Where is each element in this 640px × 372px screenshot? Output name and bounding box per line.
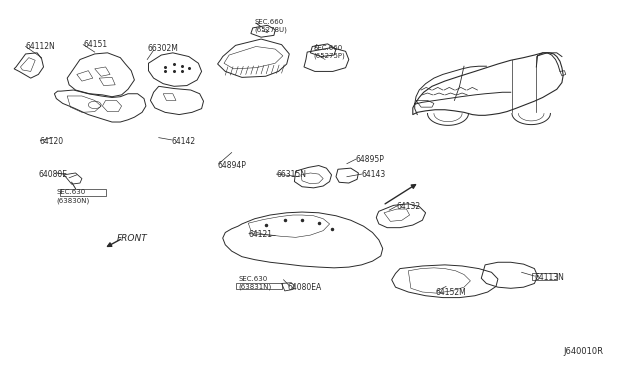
Text: FRONT: FRONT [117, 234, 148, 243]
Text: SEC.660: SEC.660 [314, 45, 343, 51]
Text: 64151: 64151 [83, 40, 108, 49]
Text: J640010R: J640010R [563, 347, 604, 356]
Text: SEC.660: SEC.660 [255, 19, 284, 25]
Text: 64152M: 64152M [435, 288, 466, 296]
Text: 64120: 64120 [40, 137, 64, 146]
Text: (63831N): (63831N) [238, 284, 271, 291]
Text: (65278U): (65278U) [255, 26, 287, 33]
Text: 64080E: 64080E [38, 170, 67, 179]
Text: (63830N): (63830N) [56, 198, 90, 204]
Text: 64894P: 64894P [218, 161, 246, 170]
Text: 64132: 64132 [397, 202, 421, 211]
Text: 64121: 64121 [248, 230, 273, 239]
Text: SEC.630: SEC.630 [238, 276, 268, 282]
Text: SEC.630: SEC.630 [56, 189, 86, 195]
Text: 64080EA: 64080EA [288, 283, 323, 292]
Text: 64143: 64143 [362, 170, 386, 179]
Text: 66302M: 66302M [147, 44, 178, 53]
Text: 64895P: 64895P [355, 155, 384, 164]
Text: 66315N: 66315N [276, 170, 307, 179]
Text: (65275P): (65275P) [314, 52, 346, 59]
Text: 64112N: 64112N [26, 42, 55, 51]
Text: 64142: 64142 [172, 137, 196, 146]
Text: 64113N: 64113N [534, 273, 564, 282]
